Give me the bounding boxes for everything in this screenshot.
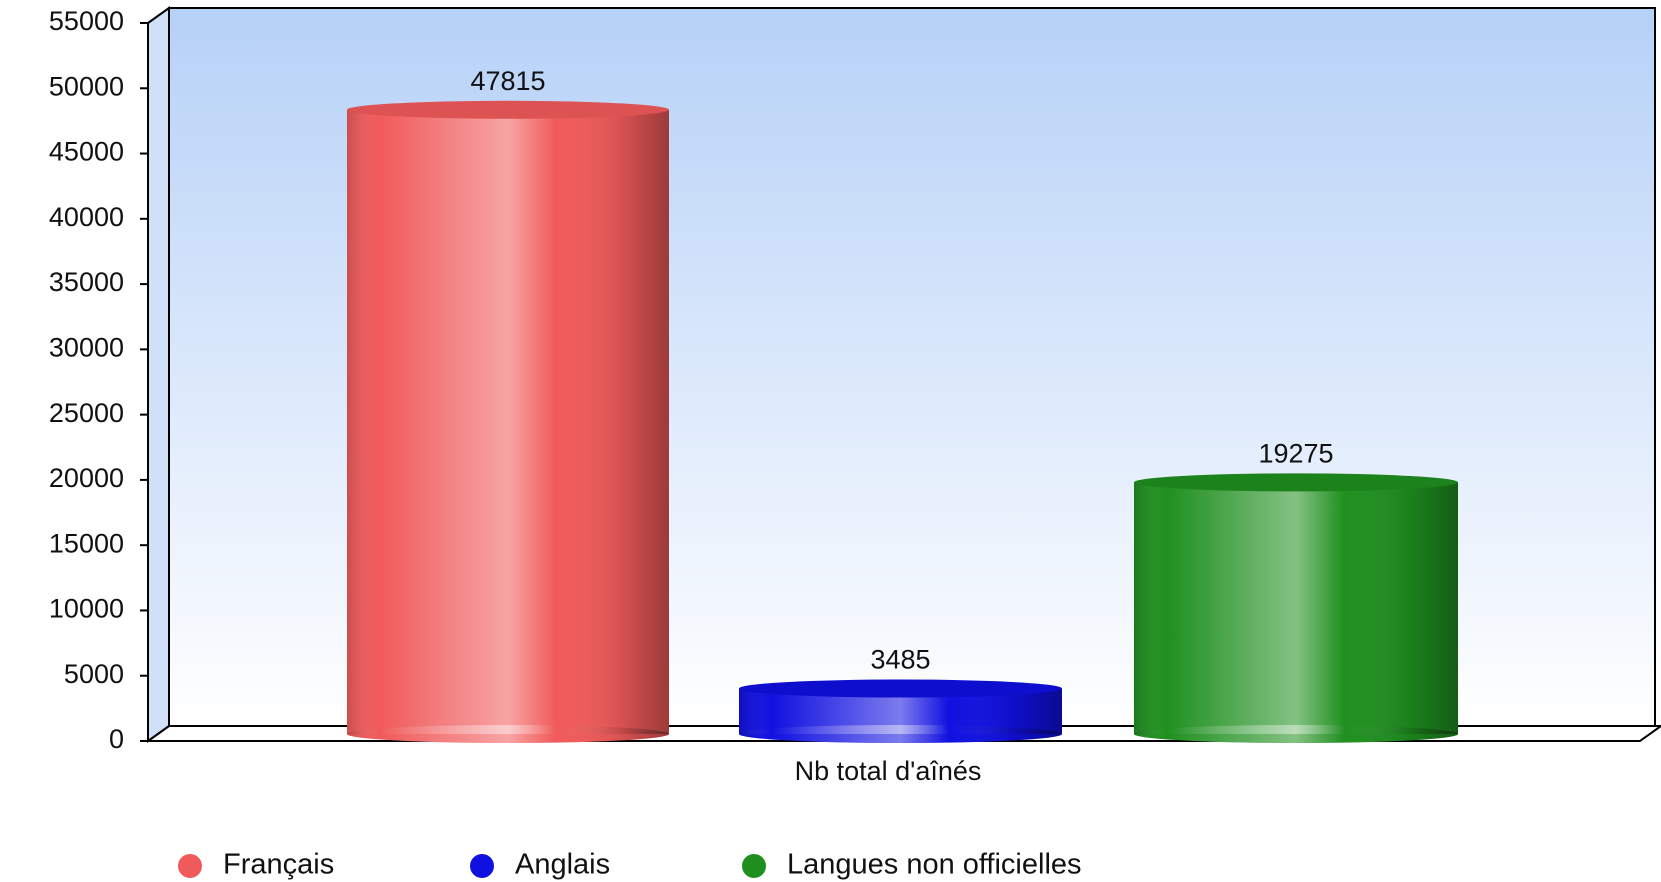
- y-tick-label: 10000: [49, 594, 124, 624]
- y-tick-label: 15000: [49, 528, 124, 558]
- y-tick-label: 20000: [49, 463, 124, 493]
- bar-shading: [1134, 482, 1458, 734]
- y-tick-label: 0: [109, 724, 124, 754]
- bar-top-shading: [347, 100, 669, 119]
- side-wall: [147, 6, 170, 743]
- y-tick-label: 50000: [49, 71, 124, 101]
- bar-top-shading: [1134, 473, 1458, 492]
- x-category-label: Nb total d'aînés: [795, 756, 982, 786]
- data-label: 19275: [1258, 438, 1333, 468]
- legend-label: Langues non officielles: [787, 849, 1082, 881]
- legend-marker: [742, 854, 766, 878]
- bar-top-shading: [739, 679, 1062, 698]
- y-tick-label: 35000: [49, 267, 124, 297]
- y-tick-label: 5000: [64, 659, 124, 689]
- y-tick-label: 55000: [49, 6, 124, 36]
- bar-base-shading: [1134, 725, 1458, 743]
- y-tick-label: 25000: [49, 398, 124, 428]
- y-tick-label: 45000: [49, 137, 124, 167]
- bar-top: [739, 679, 1062, 698]
- bar-top: [1134, 473, 1458, 492]
- bar-base-shading: [347, 725, 669, 743]
- bar-top: [347, 100, 669, 119]
- legend-marker: [178, 854, 202, 878]
- y-tick-label: 30000: [49, 332, 124, 362]
- bar-base-shading: [739, 725, 1062, 743]
- data-label: 47815: [470, 66, 545, 96]
- bar-shading: [347, 109, 669, 735]
- y-tick-label: 40000: [49, 202, 124, 232]
- data-label: 3485: [870, 645, 930, 675]
- legend-label: Français: [223, 849, 334, 881]
- legend-marker: [470, 854, 494, 878]
- legend-label: Anglais: [515, 849, 610, 881]
